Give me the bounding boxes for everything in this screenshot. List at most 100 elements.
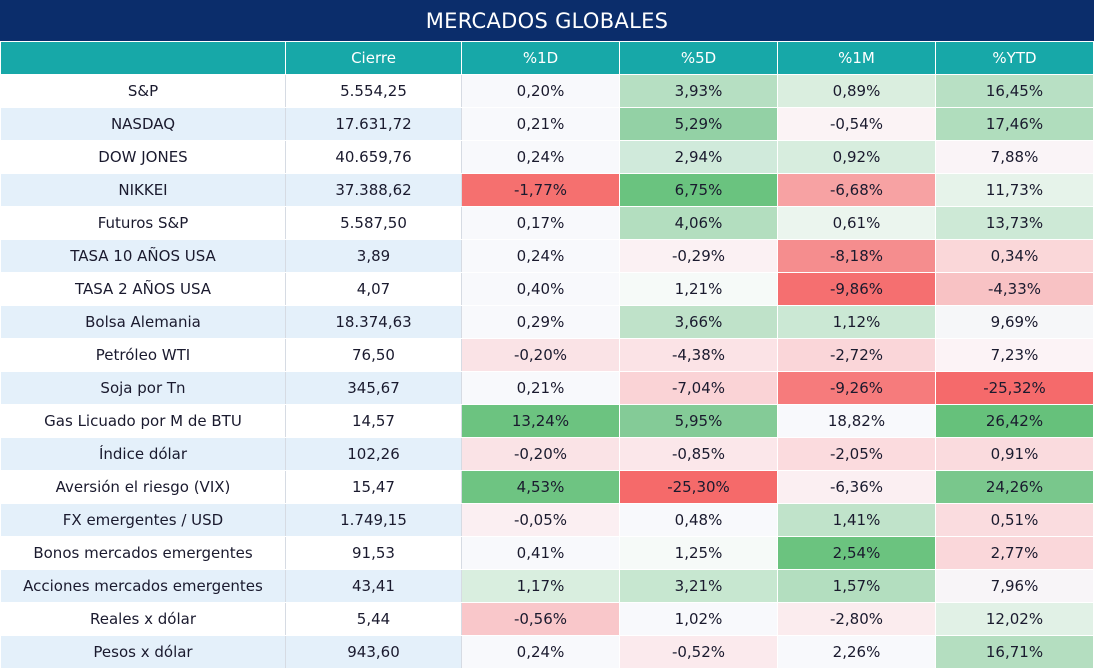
row-d5-cell: -0,52%	[619, 635, 778, 669]
row-ytd-cell: 26,42%	[935, 404, 1094, 438]
row-d1-cell: 13,24%	[461, 404, 620, 438]
row-m1-cell: -9,86%	[777, 272, 936, 306]
row-ytd-cell: -4,33%	[935, 272, 1094, 306]
row-d1-cell: 4,53%	[461, 470, 620, 504]
row-d1-cell: -0,20%	[461, 437, 620, 471]
row-close: 76,50	[285, 338, 462, 372]
row-d5-cell: 6,75%	[619, 173, 778, 207]
row-close: 4,07	[285, 272, 462, 306]
row-m1-cell: 1,57%	[777, 569, 936, 603]
row-close: 37.388,62	[285, 173, 462, 207]
table-row: TASA 2 AÑOS USA 4,07 0,40% 1,21% -9,86% -4,33…	[0, 272, 1094, 306]
row-d1-cell: 1,17%	[461, 569, 620, 603]
row-d5-cell: 3,21%	[619, 569, 778, 603]
table-row: NASDAQ 17.631,72 0,21% 5,29% -0,54% 17,46%	[0, 107, 1094, 141]
row-m1-cell: -0,54%	[777, 107, 936, 141]
row-ytd-cell: 13,73%	[935, 206, 1094, 240]
row-d1-cell: 0,24%	[461, 635, 620, 669]
row-close: 5.587,50	[285, 206, 462, 240]
table-row: Aversión el riesgo (VIX) 15,47 4,53% -25,30…	[0, 470, 1094, 504]
header-1m: %1M	[777, 41, 936, 75]
row-ytd-cell: -25,32%	[935, 371, 1094, 405]
table-row: TASA 10 AÑOS USA 3,89 0,24% -0,29% -8,18% 0,3…	[0, 239, 1094, 273]
table-row: Pesos x dólar 943,60 0,24% -0,52% 2,26% 16,71…	[0, 635, 1094, 669]
table-row: Bolsa Alemania 18.374,63 0,29% 3,66% 1,12% 9,…	[0, 305, 1094, 339]
row-name: Pesos x dólar	[0, 635, 286, 669]
row-d1-cell: 0,21%	[461, 107, 620, 141]
row-m1-cell: 1,12%	[777, 305, 936, 339]
row-d5-cell: 2,94%	[619, 140, 778, 174]
row-d1-cell: -0,20%	[461, 338, 620, 372]
row-ytd-cell: 0,51%	[935, 503, 1094, 537]
row-close: 91,53	[285, 536, 462, 570]
header-1d: %1D	[461, 41, 620, 75]
row-d1-cell: -0,56%	[461, 602, 620, 636]
header-5d: %5D	[619, 41, 778, 75]
header-row: Cierre %1D %5D %1M %YTD	[0, 41, 1094, 75]
row-name: Aversión el riesgo (VIX)	[0, 470, 286, 504]
row-name: TASA 2 AÑOS USA	[0, 272, 286, 306]
row-d5-cell: -7,04%	[619, 371, 778, 405]
row-d1-cell: 0,29%	[461, 305, 620, 339]
header-ytd: %YTD	[935, 41, 1094, 75]
row-d1-cell: 0,20%	[461, 74, 620, 108]
row-close: 943,60	[285, 635, 462, 669]
row-close: 345,67	[285, 371, 462, 405]
row-close: 43,41	[285, 569, 462, 603]
markets-table: Cierre %1D %5D %1M %YTD S&P 5.554,25 0,20%…	[0, 41, 1094, 669]
row-d5-cell: -0,85%	[619, 437, 778, 471]
row-name: Petróleo WTI	[0, 338, 286, 372]
row-ytd-cell: 0,91%	[935, 437, 1094, 471]
row-name: Soja por Tn	[0, 371, 286, 405]
row-m1-cell: 1,41%	[777, 503, 936, 537]
row-d5-cell: -4,38%	[619, 338, 778, 372]
row-close: 15,47	[285, 470, 462, 504]
row-d1-cell: -0,05%	[461, 503, 620, 537]
row-ytd-cell: 9,69%	[935, 305, 1094, 339]
row-name: Futuros S&P	[0, 206, 286, 240]
row-close: 18.374,63	[285, 305, 462, 339]
row-d5-cell: -0,29%	[619, 239, 778, 273]
row-d5-cell: 1,02%	[619, 602, 778, 636]
table-row: Soja por Tn 345,67 0,21% -7,04% -9,26% -25,32…	[0, 371, 1094, 405]
row-d5-cell: 1,25%	[619, 536, 778, 570]
row-ytd-cell: 24,26%	[935, 470, 1094, 504]
row-d5-cell: 5,29%	[619, 107, 778, 141]
row-d5-cell: 0,48%	[619, 503, 778, 537]
row-name: Acciones mercados emergentes	[0, 569, 286, 603]
row-name: S&P	[0, 74, 286, 108]
row-d5-cell: 3,66%	[619, 305, 778, 339]
row-m1-cell: 0,89%	[777, 74, 936, 108]
table-row: Índice dólar 102,26 -0,20% -0,85% -2,05% 0,91…	[0, 437, 1094, 471]
table-row: Gas Licuado por M de BTU 14,57 13,24% 5,95%…	[0, 404, 1094, 438]
row-m1-cell: 0,92%	[777, 140, 936, 174]
row-close: 14,57	[285, 404, 462, 438]
row-m1-cell: 0,61%	[777, 206, 936, 240]
table-row: FX emergentes / USD 1.749,15 -0,05% 0,48% 1,…	[0, 503, 1094, 537]
header-close: Cierre	[285, 41, 462, 75]
row-name: Índice dólar	[0, 437, 286, 471]
row-ytd-cell: 16,45%	[935, 74, 1094, 108]
row-ytd-cell: 12,02%	[935, 602, 1094, 636]
table-row: Acciones mercados emergentes 43,41 1,17% 3,…	[0, 569, 1094, 603]
row-m1-cell: 2,54%	[777, 536, 936, 570]
row-name: FX emergentes / USD	[0, 503, 286, 537]
row-d1-cell: 0,24%	[461, 239, 620, 273]
row-d1-cell: -1,77%	[461, 173, 620, 207]
row-d5-cell: 4,06%	[619, 206, 778, 240]
row-close: 3,89	[285, 239, 462, 273]
table-row: Petróleo WTI 76,50 -0,20% -4,38% -2,72% 7,23%	[0, 338, 1094, 372]
row-m1-cell: -9,26%	[777, 371, 936, 405]
row-name: Bolsa Alemania	[0, 305, 286, 339]
row-ytd-cell: 17,46%	[935, 107, 1094, 141]
row-m1-cell: -6,68%	[777, 173, 936, 207]
row-ytd-cell: 16,71%	[935, 635, 1094, 669]
row-d1-cell: 0,24%	[461, 140, 620, 174]
row-name: NIKKEI	[0, 173, 286, 207]
row-ytd-cell: 7,88%	[935, 140, 1094, 174]
table-row: Reales x dólar 5,44 -0,56% 1,02% -2,80% 12,02…	[0, 602, 1094, 636]
row-close: 102,26	[285, 437, 462, 471]
table-row: DOW JONES 40.659,76 0,24% 2,94% 0,92% 7,88%	[0, 140, 1094, 174]
row-m1-cell: -8,18%	[777, 239, 936, 273]
